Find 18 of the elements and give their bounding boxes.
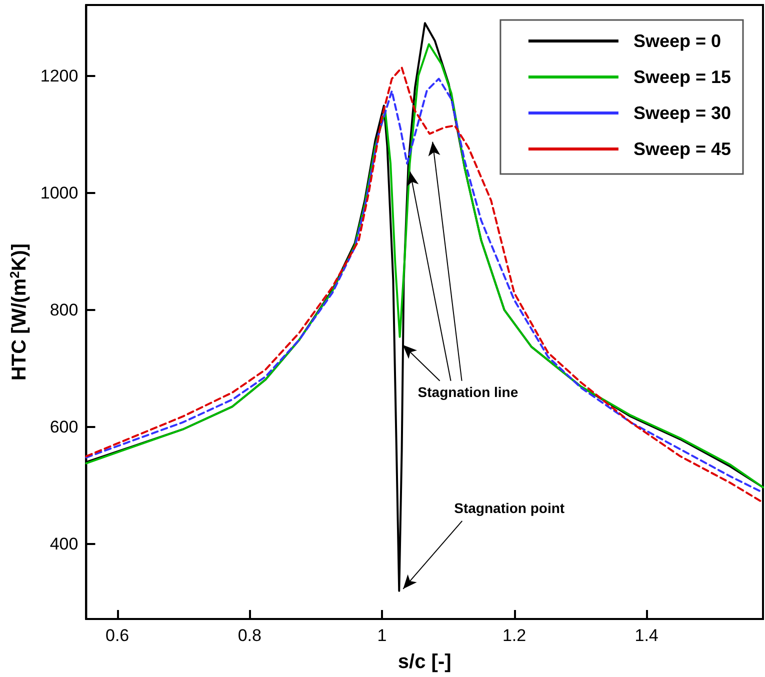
y-tick-label: 400 [50, 534, 78, 554]
legend-label: Sweep = 45 [633, 139, 732, 159]
annotation: Stagnation point [454, 500, 565, 516]
x-tick-label: 1.2 [502, 626, 526, 645]
y-axis-title: HTC [W/(m2K)] [7, 243, 30, 381]
y-tick-label: 800 [50, 300, 78, 320]
x-tick-label: 0.6 [105, 626, 130, 645]
legend-label: Sweep = 30 [633, 103, 732, 123]
y-tick-label: 1200 [40, 66, 78, 86]
x-tick-label: 1.4 [634, 626, 658, 645]
x-tick-label: 0.8 [238, 626, 262, 645]
legend-label: Sweep = 0 [633, 31, 722, 51]
x-tick-label: 1 [377, 626, 387, 645]
annotation: Stagnation line [418, 384, 518, 400]
legend-label: Sweep = 15 [633, 67, 732, 87]
y-tick-label: 600 [50, 418, 78, 437]
y-tick-label: 1000 [40, 183, 78, 202]
x-axis-title: s/c [-] [398, 651, 452, 673]
